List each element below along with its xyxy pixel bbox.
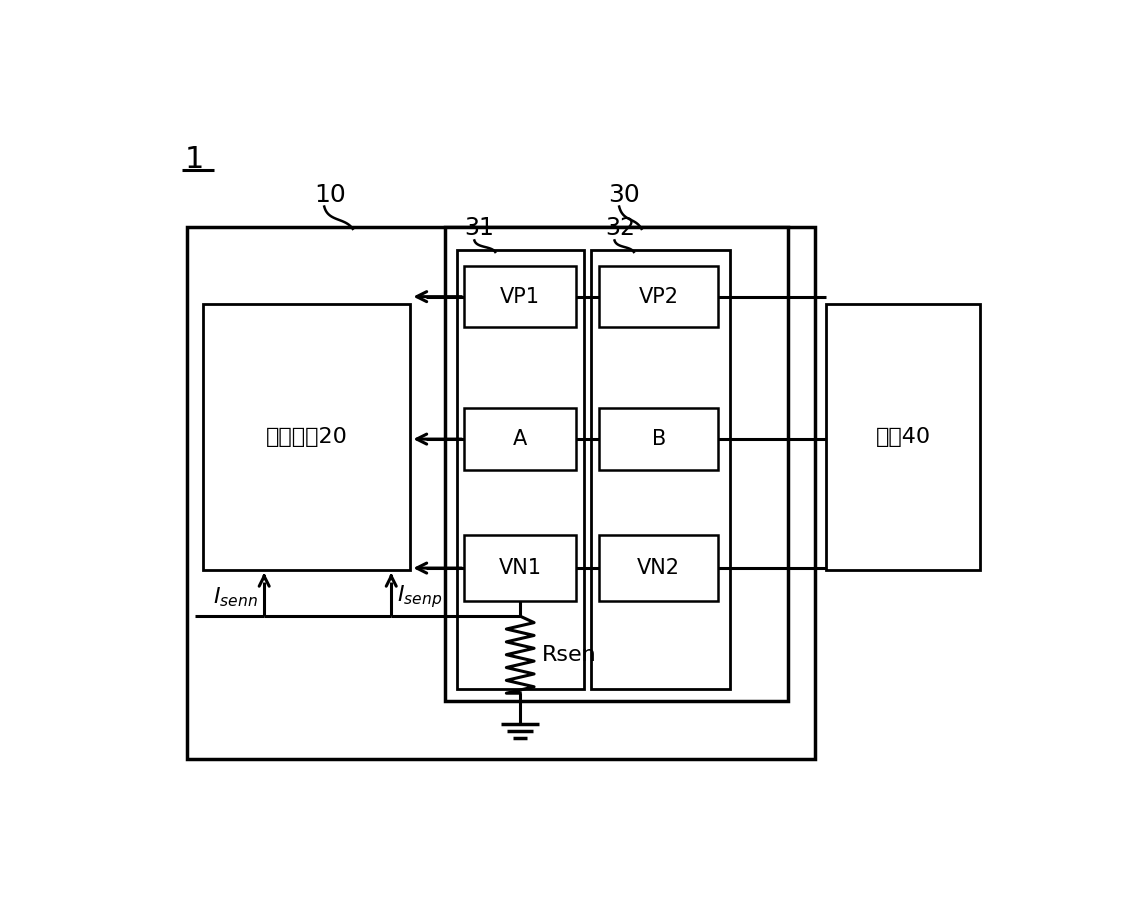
Bar [445, 228, 787, 701]
Text: 30: 30 [609, 183, 640, 207]
Bar [187, 228, 815, 759]
Bar [599, 536, 718, 601]
Bar [599, 409, 718, 470]
Bar [457, 250, 584, 689]
Bar [465, 536, 576, 601]
Bar [465, 266, 576, 328]
Text: $I_{senn}$: $I_{senn}$ [214, 585, 258, 608]
Text: 32: 32 [605, 216, 635, 240]
Text: $I_{senp}$: $I_{senp}$ [398, 583, 443, 610]
Text: B: B [652, 429, 666, 449]
Text: VN2: VN2 [637, 558, 680, 578]
Bar [826, 304, 980, 570]
Text: Rsen: Rsen [542, 644, 596, 665]
Text: 控制电路20: 控制电路20 [266, 428, 348, 447]
Text: A: A [513, 429, 527, 449]
Bar [599, 266, 718, 328]
Text: 电汀40: 电汀40 [876, 428, 930, 447]
Bar [202, 304, 410, 570]
Text: 1: 1 [185, 145, 204, 174]
Text: VP2: VP2 [638, 286, 679, 307]
Text: 10: 10 [315, 183, 346, 207]
Bar [465, 409, 576, 470]
Text: VP1: VP1 [500, 286, 541, 307]
Text: 31: 31 [465, 216, 494, 240]
Text: VN1: VN1 [499, 558, 542, 578]
Bar [592, 250, 730, 689]
